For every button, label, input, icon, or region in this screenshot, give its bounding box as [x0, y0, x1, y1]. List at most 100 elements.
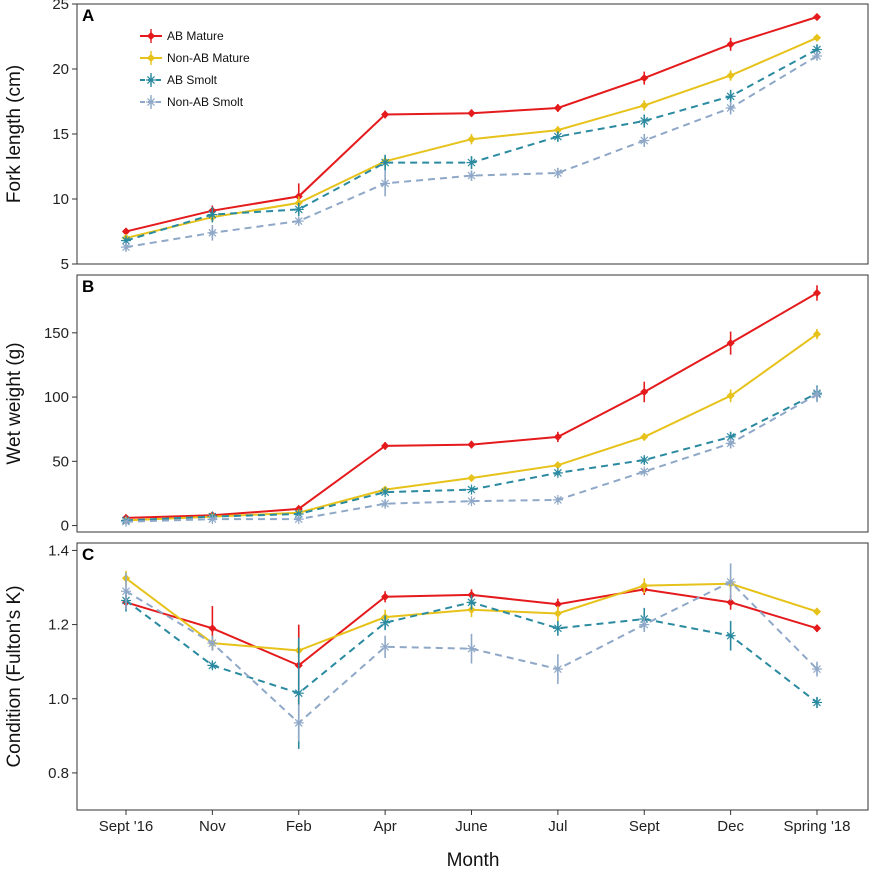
- data-point-stroke: [813, 52, 821, 60]
- data-point: [207, 638, 218, 649]
- x-tick-label: Apr: [373, 818, 396, 835]
- data-point-stroke: [640, 620, 649, 629]
- data-point: [466, 484, 477, 495]
- series-non-ab-mature: [121, 328, 822, 525]
- data-point: [208, 624, 217, 633]
- data-point-stroke: [467, 158, 476, 167]
- data-point-stroke: [726, 631, 735, 640]
- data-point-stroke: [726, 439, 735, 448]
- x-tick-label: Dec: [717, 818, 744, 835]
- data-point: [725, 91, 736, 102]
- data-point-stroke: [122, 587, 130, 596]
- data-point-stroke: [208, 228, 217, 237]
- panel-frame: [76, 274, 869, 533]
- series-line: [125, 292, 818, 519]
- data-point: [812, 664, 822, 675]
- data-point: [726, 40, 735, 49]
- data-point-stroke: [726, 432, 735, 441]
- data-point: [207, 209, 218, 220]
- data-point: [639, 619, 650, 630]
- panel-A: A 5 10 15 20 25 Fork length (cm): [4, 0, 869, 273]
- series-non-ab-mature: [121, 33, 822, 243]
- x-tick-label: Nov: [199, 818, 226, 835]
- data-point-stroke: [813, 698, 821, 707]
- data-point: [812, 288, 822, 298]
- y-tick-label: 10: [52, 191, 69, 208]
- data-point-stroke: [640, 456, 649, 464]
- panel-C: C 0.8 1.0 1.2 1.4 Condition (Fulton's K): [4, 542, 869, 811]
- y-tick-label: 15: [52, 126, 69, 143]
- data-point: [725, 630, 736, 641]
- data-point: [812, 330, 822, 339]
- data-point: [552, 623, 563, 634]
- legend-marker: [146, 97, 156, 107]
- data-point: [381, 592, 390, 601]
- y-tick-label: 25: [52, 0, 69, 13]
- data-point: [812, 624, 822, 633]
- legend-entry: Non-AB Smolt: [140, 95, 244, 109]
- data-point: [207, 227, 218, 238]
- data-point: [552, 664, 563, 675]
- data-point: [812, 389, 822, 400]
- data-point-stroke: [294, 205, 303, 214]
- data-point-stroke: [381, 179, 390, 188]
- data-point-stroke: [122, 236, 130, 245]
- data-point: [381, 110, 390, 119]
- data-point-stroke: [467, 497, 476, 506]
- x-tick-label: Sept: [629, 818, 661, 835]
- data-point: [812, 33, 822, 42]
- data-point: [726, 339, 735, 348]
- data-point: [293, 216, 304, 227]
- x-tick-label: Sept '16: [99, 818, 154, 835]
- data-point-stroke: [208, 210, 217, 219]
- y-axis-label: Condition (Fulton's K): [4, 585, 25, 767]
- data-point-stroke: [553, 468, 562, 477]
- data-point: [640, 101, 649, 110]
- data-point-stroke: [467, 644, 476, 653]
- series-line: [125, 48, 818, 242]
- panel-frame: [76, 3, 869, 265]
- y-tick-label: 50: [52, 453, 69, 470]
- series-ab-smolt: [121, 589, 822, 749]
- data-point: [726, 598, 735, 607]
- data-point: [380, 487, 391, 498]
- data-point: [640, 74, 649, 83]
- data-point: [466, 597, 477, 608]
- data-point: [207, 514, 218, 525]
- data-point: [553, 432, 562, 441]
- data-point: [812, 51, 822, 61]
- data-point-stroke: [294, 689, 303, 698]
- legend-label: Non-AB Smolt: [167, 95, 244, 109]
- data-point-stroke: [726, 92, 735, 101]
- data-point-stroke: [813, 665, 821, 674]
- y-axis-label: Fork length (cm): [4, 65, 25, 203]
- data-point-stroke: [553, 665, 562, 674]
- y-tick-label: 150: [44, 325, 69, 342]
- data-point: [553, 461, 562, 470]
- y-tick-label: 1.2: [48, 617, 69, 634]
- legend-label: AB Smolt: [167, 73, 218, 87]
- data-point: [467, 440, 476, 449]
- data-point-stroke: [294, 515, 303, 524]
- data-point-stroke: [122, 243, 130, 252]
- data-point-stroke: [294, 718, 303, 727]
- data-point: [467, 109, 476, 118]
- data-point-stroke: [640, 467, 649, 476]
- chart-panels: A 5 10 15 20 25 Fork length (cm) B 0 50 100 150 Wet …: [4, 0, 869, 835]
- data-point-stroke: [381, 642, 390, 651]
- data-point-stroke: [122, 517, 130, 526]
- x-tick-label: Feb: [286, 818, 312, 835]
- data-point: [640, 387, 649, 397]
- data-point: [380, 178, 391, 189]
- data-point-stroke: [381, 488, 390, 497]
- data-point: [553, 609, 562, 618]
- data-point-stroke: [381, 158, 390, 167]
- series-non-ab-smolt: [121, 51, 822, 253]
- data-point: [725, 438, 736, 449]
- panel-label: C: [82, 545, 94, 564]
- legend-entry: AB Mature: [140, 29, 224, 43]
- data-point: [812, 697, 822, 708]
- data-point: [552, 168, 563, 178]
- data-point: [121, 242, 131, 253]
- data-point: [552, 131, 563, 142]
